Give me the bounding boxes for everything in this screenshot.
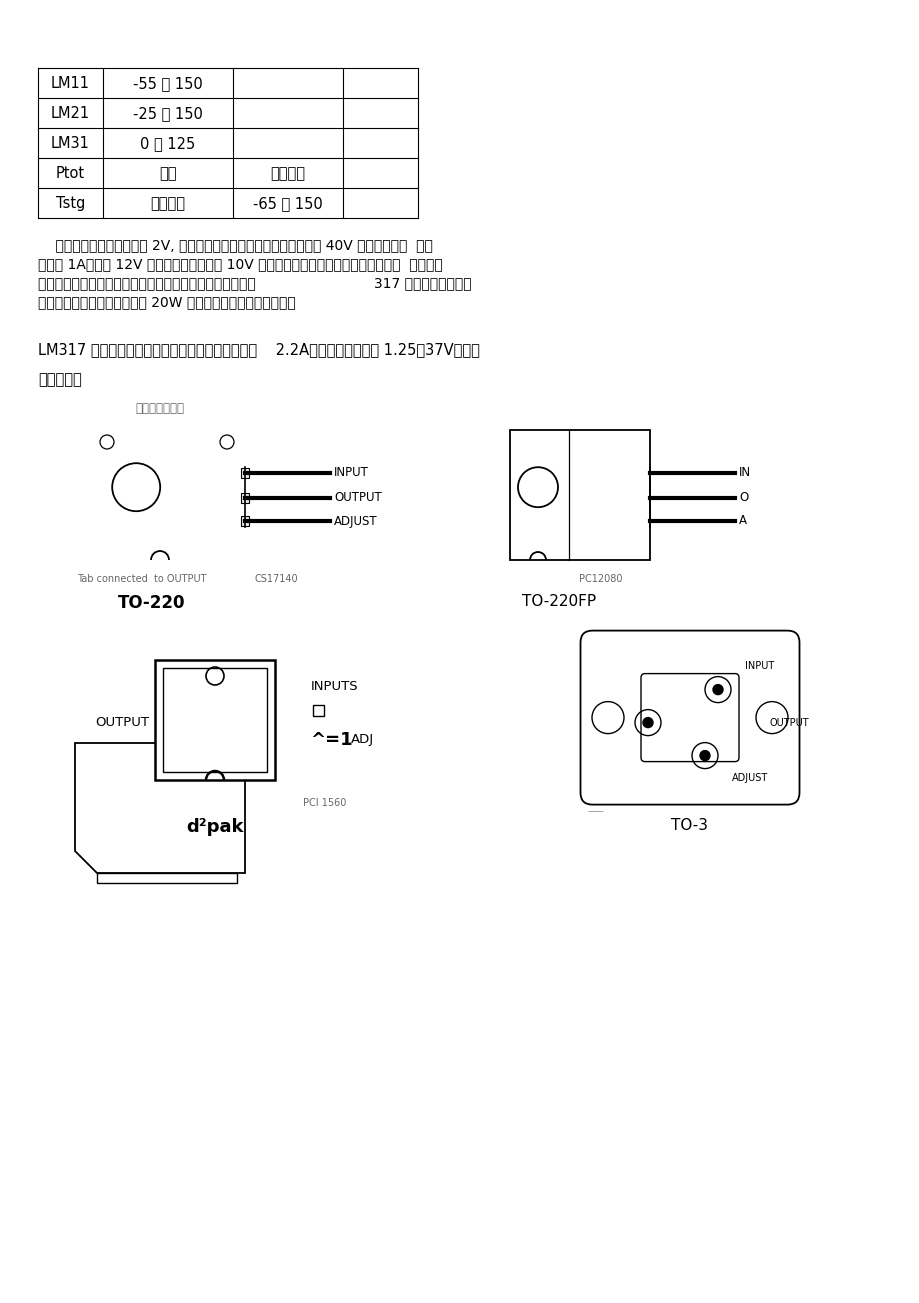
Text: 大。当输入输入电压差比较大且输出电流也比较大时，注意                           317 的功耗不要过大。: 大。当输入输入电压差比较大且输出电流也比较大时，注意 317 的功耗不要过大。 xyxy=(38,276,471,291)
Text: TO-220: TO-220 xyxy=(118,594,185,612)
Text: INPUTS: INPUTS xyxy=(311,680,358,693)
Text: -65 到 150: -65 到 150 xyxy=(253,195,323,211)
Bar xyxy=(509,430,650,560)
Text: O: O xyxy=(738,491,747,504)
Text: Ptot: Ptot xyxy=(56,165,85,181)
Text: Tab connected  to OUTPUT: Tab connected to OUTPUT xyxy=(77,575,206,584)
Text: OUTPUT: OUTPUT xyxy=(95,715,149,728)
Bar xyxy=(312,705,323,717)
Text: LM31: LM31 xyxy=(51,136,90,151)
Text: ADJUST: ADJUST xyxy=(334,515,377,528)
Text: ——: —— xyxy=(587,808,604,817)
Bar xyxy=(241,468,249,478)
Text: 0 到 125: 0 到 125 xyxy=(141,136,196,151)
Text: INPUT: INPUT xyxy=(334,466,369,480)
Text: -55 到 150: -55 到 150 xyxy=(133,76,203,91)
Text: PC12080: PC12080 xyxy=(579,575,622,584)
Bar xyxy=(154,661,275,780)
Text: 接法如下：: 接法如下： xyxy=(38,371,82,387)
Text: 注：输入至少要比输出高 2V, 否则不能调压。输入电要最高不能超过 40V 吧。输出电流  最好: 注：输入至少要比输出高 2V, 否则不能调压。输入电要最高不能超过 40V 吧。… xyxy=(38,238,433,251)
Text: 不超过 1A。输入 12V 的话，输出最高就是 10V 左右。由于它内部还是线性稳压，因此  功耗比较: 不超过 1A。输入 12V 的话，输出最高就是 10V 左右。由于它内部还是线性… xyxy=(38,257,442,271)
Circle shape xyxy=(712,684,722,694)
Text: ADJ: ADJ xyxy=(351,734,374,747)
Text: ^=1: ^=1 xyxy=(310,731,352,749)
Text: d²pak: d²pak xyxy=(186,818,244,837)
Text: 储存温度: 储存温度 xyxy=(151,195,186,211)
Circle shape xyxy=(642,718,652,727)
FancyBboxPatch shape xyxy=(641,674,738,761)
Text: IN: IN xyxy=(738,466,750,480)
Text: 功耗: 功耗 xyxy=(159,165,176,181)
Bar xyxy=(241,516,249,526)
Text: LM21: LM21 xyxy=(51,106,90,121)
Text: LM317 是常见的可调集成稳压器，最大输出电流为    2.2A，输出电压范围为 1.25～37V。基本: LM317 是常见的可调集成稳压器，最大输出电流为 2.2A，输出电压范围为 1… xyxy=(38,341,480,357)
Text: TO-220FP: TO-220FP xyxy=(521,594,596,609)
Text: OUTPUT: OUTPUT xyxy=(334,491,381,504)
Circle shape xyxy=(699,751,709,761)
Text: CS17140: CS17140 xyxy=(255,575,299,584)
Text: 引脚图（顶视）: 引脚图（顶视） xyxy=(135,403,184,414)
Text: A: A xyxy=(738,515,746,528)
Text: ADJUST: ADJUST xyxy=(732,773,767,783)
Text: PCI 1560: PCI 1560 xyxy=(303,797,346,808)
Text: INPUT: INPUT xyxy=(744,661,774,671)
Bar xyxy=(163,668,267,771)
Text: Tstg: Tstg xyxy=(56,195,85,211)
Bar xyxy=(241,493,249,503)
Text: 内部限制: 内部限制 xyxy=(270,165,305,181)
Text: 一般加散热片后功耗也不超过 20W 因此压差大时建议分档调压。: 一般加散热片后功耗也不超过 20W 因此压差大时建议分档调压。 xyxy=(38,294,295,309)
Text: LM11: LM11 xyxy=(51,76,90,91)
FancyBboxPatch shape xyxy=(580,631,799,804)
Text: OUTPUT: OUTPUT xyxy=(769,718,809,727)
Text: -25 到 150: -25 到 150 xyxy=(133,106,203,121)
Text: TO-3: TO-3 xyxy=(671,818,708,833)
